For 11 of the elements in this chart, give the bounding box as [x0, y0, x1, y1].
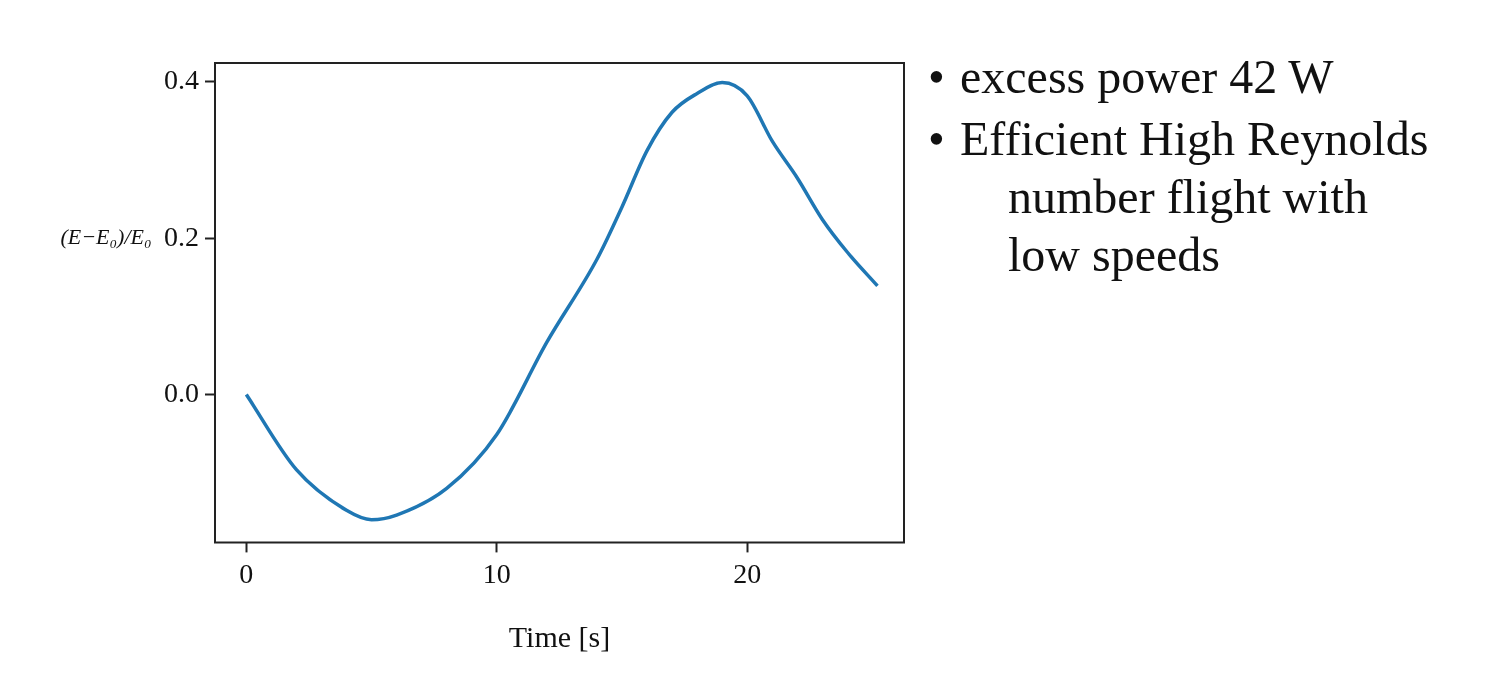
x-tick-label: 0 [239, 557, 254, 589]
text: • Efficient High Reynolds number flight with low speeds [928, 111, 1430, 283]
y-tick-label: 0.0 [164, 376, 199, 408]
x-axis-title: Time [s] [508, 620, 611, 654]
text: • excess power 42 W [928, 49, 1335, 105]
y-tick-label: 0.4 [164, 64, 199, 96]
line-series [244, 80, 880, 522]
x-tick-label: 10 [482, 557, 511, 589]
y-tick-label: 0.2 [164, 220, 199, 252]
y-axis-title: (E−E₀)/E₀ [60, 223, 152, 249]
x-tick-label: 20 [733, 557, 762, 589]
